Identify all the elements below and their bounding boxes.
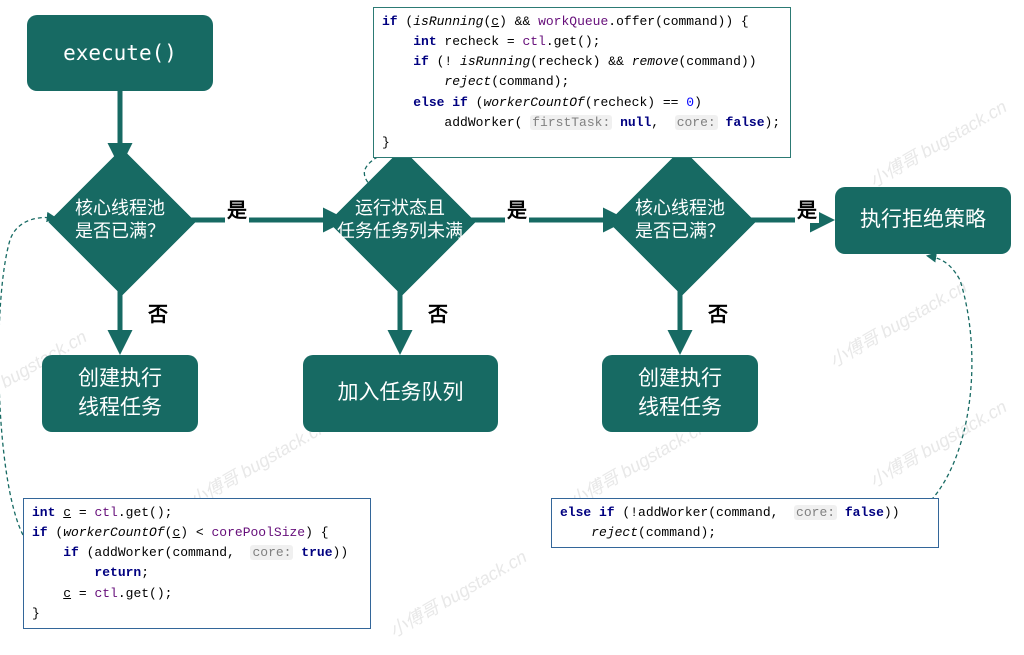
node-label: 核心线程池是否已满？: [595, 170, 765, 270]
edge-label-no: 否: [426, 298, 450, 327]
node-label: 创建执行线程任务: [638, 365, 722, 422]
code-snippet-right: else if (!addWorker(command, core: false…: [551, 498, 939, 548]
flow-decision-core-pool-full-1: 核心线程池是否已满？: [70, 170, 170, 270]
flow-decision-running-queue-not-full: 运行状态且任务任务列未满: [350, 170, 450, 270]
node-label: 执行拒绝策略: [860, 206, 986, 234]
node-label: 加入任务队列: [338, 379, 464, 407]
edge-label-yes: 是: [795, 194, 819, 223]
edge-label-yes: 是: [505, 194, 529, 223]
watermark: 小傅哥 bugstack.cn: [824, 273, 971, 373]
flow-process-create-thread-1: 创建执行线程任务: [42, 355, 198, 432]
node-label: execute(): [63, 39, 177, 67]
watermark: 小傅哥 bugstack.cn: [864, 393, 1011, 493]
flow-process-enqueue: 加入任务队列: [303, 355, 498, 432]
flow-start-execute: execute(): [27, 15, 213, 91]
code-snippet-top: if (isRunning(c) && workQueue.offer(comm…: [373, 7, 791, 158]
node-label: 核心线程池是否已满？: [35, 170, 205, 270]
watermark: 小傅哥 bugstack.cn: [384, 543, 531, 643]
edge-label-no: 否: [706, 298, 730, 327]
flow-process-create-thread-2: 创建执行线程任务: [602, 355, 758, 432]
edge-label-yes: 是: [225, 194, 249, 223]
node-label: 运行状态且任务任务列未满: [315, 170, 485, 270]
code-snippet-left: int c = ctl.get(); if (workerCountOf(c) …: [23, 498, 371, 629]
flow-decision-core-pool-full-2: 核心线程池是否已满？: [630, 170, 730, 270]
flow-terminal-reject-policy: 执行拒绝策略: [835, 187, 1011, 254]
watermark: 小傅哥 bugstack.cn: [864, 93, 1011, 193]
edge-label-no: 否: [146, 298, 170, 327]
node-label: 创建执行线程任务: [78, 365, 162, 422]
